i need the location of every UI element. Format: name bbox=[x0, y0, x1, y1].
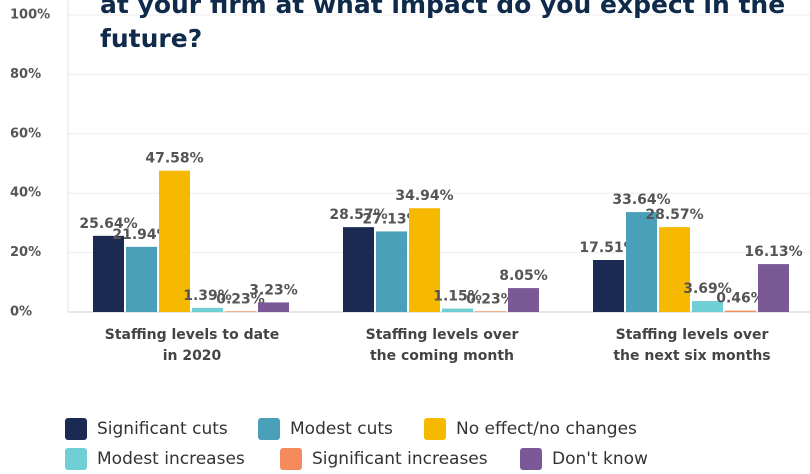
bar bbox=[659, 227, 690, 312]
bar bbox=[258, 302, 289, 312]
bar bbox=[593, 259, 624, 312]
legend-swatch bbox=[280, 448, 302, 470]
legend-label: Modest increases bbox=[97, 449, 245, 469]
legend-label: Don't know bbox=[552, 449, 648, 469]
bar bbox=[758, 264, 789, 312]
x-tick-label: Staffing levels over the coming month bbox=[365, 327, 519, 364]
y-tick-label: 0% bbox=[10, 305, 32, 320]
legend-label: No effect/no changes bbox=[456, 419, 637, 439]
bar bbox=[343, 227, 374, 312]
data-label: 1.39% bbox=[183, 288, 232, 304]
legend-item: Significant increases bbox=[280, 448, 488, 470]
bar bbox=[409, 208, 440, 312]
bar bbox=[376, 231, 407, 312]
legend-label: Significant increases bbox=[312, 449, 488, 469]
legend-item: No effect/no changes bbox=[424, 418, 637, 440]
legend-item: Modest cuts bbox=[258, 418, 393, 440]
data-label: 16.13% bbox=[744, 244, 802, 260]
data-label: 1.15% bbox=[433, 289, 482, 305]
data-label: 34.94% bbox=[395, 188, 453, 204]
bar bbox=[508, 288, 539, 312]
data-label: 33.64% bbox=[612, 192, 670, 208]
data-label: 17.51% bbox=[579, 240, 637, 256]
bar bbox=[225, 311, 256, 312]
y-tick-label: 100% bbox=[10, 8, 50, 23]
data-label: 27.13% bbox=[362, 211, 420, 227]
x-tick-label: Staffing levels to date in 2020 bbox=[104, 327, 280, 364]
data-label: 28.57% bbox=[329, 207, 387, 223]
data-label: 0.23% bbox=[466, 291, 515, 307]
chart-title: at your firm at what impact do you expec… bbox=[100, 0, 786, 53]
bar bbox=[475, 311, 506, 312]
legend-swatch bbox=[258, 418, 280, 440]
bar bbox=[692, 301, 723, 312]
legend-label: Modest cuts bbox=[290, 419, 393, 439]
legend-swatch bbox=[65, 418, 87, 440]
bar bbox=[159, 170, 190, 312]
data-label: 25.64% bbox=[79, 216, 137, 232]
x-tick-label: Staffing levels over the next six months bbox=[613, 327, 771, 364]
legend-label: Significant cuts bbox=[97, 419, 228, 439]
legend-swatch bbox=[424, 418, 446, 440]
legend-item: Modest increases bbox=[65, 448, 245, 470]
legend-swatch bbox=[65, 448, 87, 470]
legend-swatch bbox=[520, 448, 542, 470]
data-label: 0.23% bbox=[216, 291, 265, 307]
bar bbox=[442, 308, 473, 312]
y-tick-label: 20% bbox=[10, 245, 41, 260]
legend-item: Don't know bbox=[520, 448, 648, 470]
data-label: 3.23% bbox=[249, 282, 298, 298]
bar bbox=[126, 246, 157, 312]
data-label: 21.94% bbox=[112, 227, 170, 243]
bar bbox=[626, 212, 657, 312]
data-label: 0.46% bbox=[716, 291, 765, 307]
bar bbox=[192, 307, 223, 312]
data-label: 3.69% bbox=[683, 281, 732, 297]
legend-item: Significant cuts bbox=[65, 418, 228, 440]
data-label: 28.57% bbox=[645, 207, 703, 223]
y-tick-label: 80% bbox=[10, 67, 41, 82]
data-label: 8.05% bbox=[499, 268, 548, 284]
bar bbox=[93, 235, 124, 312]
y-tick-label: 60% bbox=[10, 126, 41, 141]
data-label: 47.58% bbox=[145, 151, 203, 167]
y-tick-label: 40% bbox=[10, 186, 41, 201]
bar bbox=[725, 310, 756, 312]
